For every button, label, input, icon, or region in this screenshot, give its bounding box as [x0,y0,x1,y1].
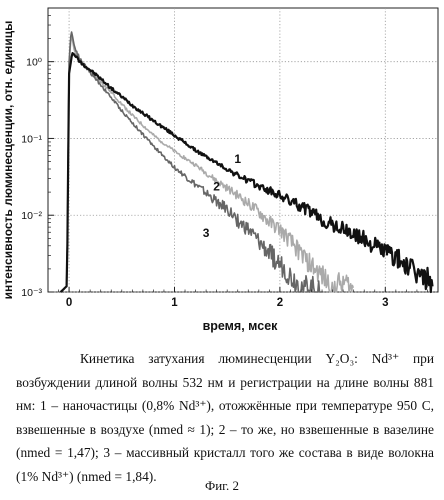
figure-label: Фиг. 2 [204,478,240,493]
series-lines [59,31,434,294]
x-tick-label: 3 [382,297,388,309]
curve-label-1: 1 [234,152,241,166]
x-tick-label: 1 [171,297,178,309]
x-axis-label: время, мсек [203,319,279,333]
y-tick-label: 10⁻² [21,210,42,222]
y-axis-label: интенсивность люминесценции, отн. единиц… [1,21,15,300]
series-line-3 [60,31,323,293]
y-tick-label: 10⁰ [26,57,43,69]
y-tick-label: 10⁻¹ [21,133,42,145]
figure-caption: Кинетика затухания люминесценции Y₂O₃: N… [16,351,434,484]
curve-label-2: 2 [213,179,220,193]
plot-border [47,7,439,293]
y-tick-label: 10⁻³ [21,287,42,299]
series-line-1 [59,51,434,294]
x-tick-label: 0 [66,297,72,309]
series-line-2 [60,35,355,293]
x-tick-label: 2 [277,297,283,309]
plot-area [47,7,439,293]
curve-label-3: 3 [203,226,210,240]
